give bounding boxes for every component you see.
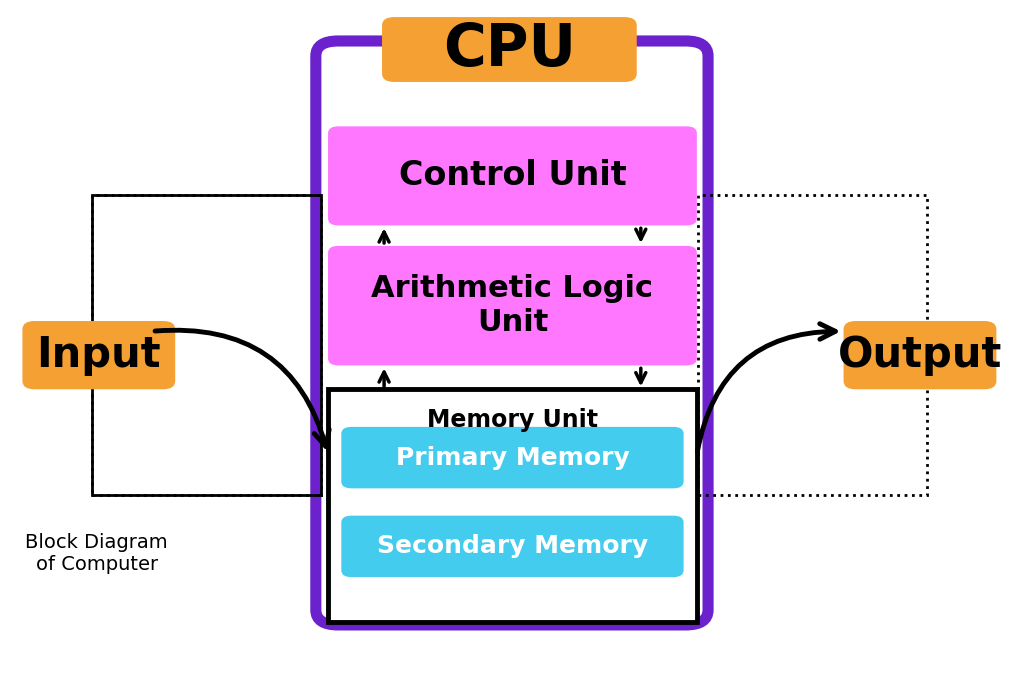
- Text: Memory Unit: Memory Unit: [427, 408, 598, 432]
- Text: Primary Memory: Primary Memory: [395, 445, 630, 470]
- FancyBboxPatch shape: [328, 126, 697, 225]
- FancyBboxPatch shape: [341, 516, 684, 577]
- Text: Arithmetic Logic
Unit: Arithmetic Logic Unit: [372, 275, 653, 337]
- Bar: [698, 195, 927, 495]
- FancyBboxPatch shape: [23, 321, 175, 389]
- Text: Secondary Memory: Secondary Memory: [377, 534, 648, 559]
- Bar: [92, 195, 321, 495]
- Text: Output: Output: [838, 334, 1002, 376]
- FancyBboxPatch shape: [328, 246, 697, 365]
- Bar: [92, 195, 321, 495]
- Text: Input: Input: [37, 334, 161, 376]
- Text: CPU: CPU: [443, 21, 575, 78]
- Text: Control Unit: Control Unit: [398, 159, 627, 193]
- Text: Block Diagram
of Computer: Block Diagram of Computer: [26, 533, 168, 574]
- FancyBboxPatch shape: [382, 17, 637, 82]
- FancyBboxPatch shape: [341, 427, 684, 488]
- Bar: [328, 389, 697, 622]
- FancyBboxPatch shape: [844, 321, 996, 389]
